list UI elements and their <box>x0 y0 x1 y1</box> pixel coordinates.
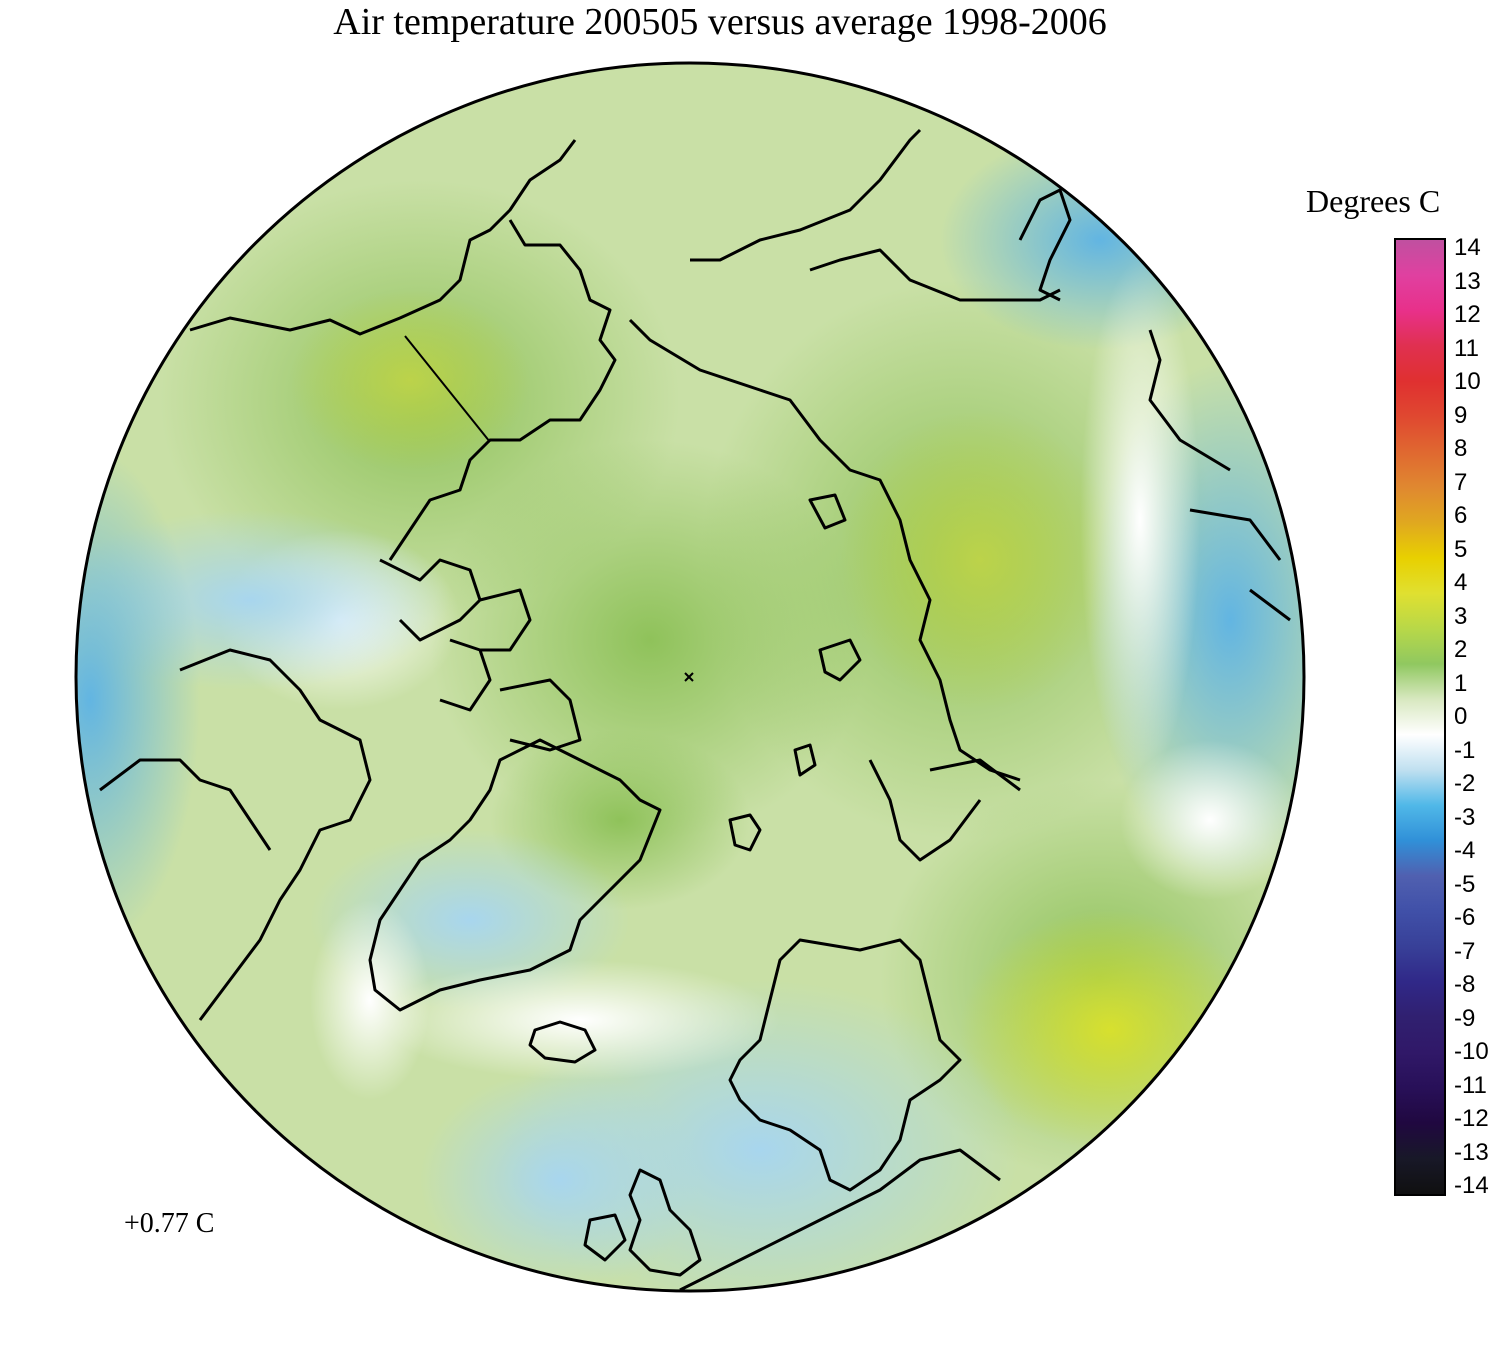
legend-title: Degrees C <box>1306 183 1441 219</box>
colorbar-tick-label: -2 <box>1454 770 1476 797</box>
colorbar-tick-label: 7 <box>1454 468 1468 496</box>
colorbar-tick-label: 8 <box>1454 435 1468 462</box>
colorbar-tick-label: 13 <box>1454 267 1481 295</box>
coastline-greenland <box>368 738 662 1012</box>
polar-map-svg <box>74 61 1306 1293</box>
anomaly-field <box>76 63 1304 1291</box>
colorbar-tick-label: -10 <box>1454 1038 1489 1065</box>
colorbar-tick-label: -4 <box>1454 837 1476 864</box>
colorbar <box>1394 238 1446 1196</box>
coastlines <box>99 128 1291 1292</box>
coastline-iceland <box>528 1020 597 1064</box>
border-alaska-canada <box>404 335 491 443</box>
map-title: Air temperature 200505 versus average 19… <box>333 1 1107 43</box>
colorbar-tick-label: 3 <box>1454 602 1468 630</box>
colorbar-ticks: 14 13 12 11 10 9 8 7 6 5 4 3 2 1 0 -1 -2 -3 -4 -5 -6 -7 -8 -9 -1… <box>1454 234 1500 1200</box>
island-novaya-zemlya <box>818 638 862 682</box>
coastline-scandinavia <box>728 938 962 1192</box>
colorbar-tick-label: -6 <box>1454 904 1476 931</box>
coastline-ireland <box>583 1213 627 1262</box>
map-boundary <box>74 61 1306 1293</box>
island-franz-josef <box>793 743 817 777</box>
coastline-britain <box>628 1168 702 1277</box>
island-svalbard <box>728 813 762 852</box>
coastline-north-america <box>189 139 617 561</box>
colorbar-tick-label: -8 <box>1454 971 1476 998</box>
colorbar-tick-label: -14 <box>1454 1172 1489 1199</box>
coastline-europe <box>679 1148 1001 1292</box>
colorbar-tick-label: -13 <box>1454 1138 1489 1166</box>
colorbar-tick-label: 9 <box>1454 401 1468 429</box>
colorbar-tick-label: 6 <box>1454 502 1468 529</box>
mean-anomaly-label: +0.77 C <box>124 1208 215 1239</box>
coastline-siberia <box>628 128 1291 782</box>
colorbar-tick-label: 5 <box>1454 535 1468 563</box>
coastline-archipelago <box>379 558 582 752</box>
colorbar-tick-label: 12 <box>1454 301 1481 328</box>
colorbar-tick-label: 10 <box>1454 368 1481 395</box>
colorbar-tick-label: -3 <box>1454 803 1476 831</box>
colorbar-tick-label: 0 <box>1454 703 1468 730</box>
colorbar-tick-label: 4 <box>1454 569 1468 596</box>
colorbar-tick-label: -9 <box>1454 1004 1476 1032</box>
colorbar-tick-label: 2 <box>1454 636 1468 663</box>
colorbar-tick-label: -7 <box>1454 937 1476 965</box>
coastline-hudson <box>99 648 372 1021</box>
island-new-siberian <box>808 493 847 530</box>
north-pole-marker <box>684 672 694 682</box>
colorbar-tick-label: 11 <box>1454 334 1479 362</box>
coastline-kamchatka <box>1018 188 1072 302</box>
colorbar-tick-label: -1 <box>1454 736 1476 764</box>
colorbar-tick-label: -12 <box>1454 1105 1489 1132</box>
coastline-kara <box>868 758 1021 862</box>
colorbar-tick-label: -5 <box>1454 870 1476 898</box>
colorbar-tick-label: 1 <box>1454 669 1468 697</box>
polar-map <box>74 61 1306 1293</box>
colorbar-tick-label: 14 <box>1454 234 1481 261</box>
colorbar-tick-label: -11 <box>1454 1071 1487 1099</box>
